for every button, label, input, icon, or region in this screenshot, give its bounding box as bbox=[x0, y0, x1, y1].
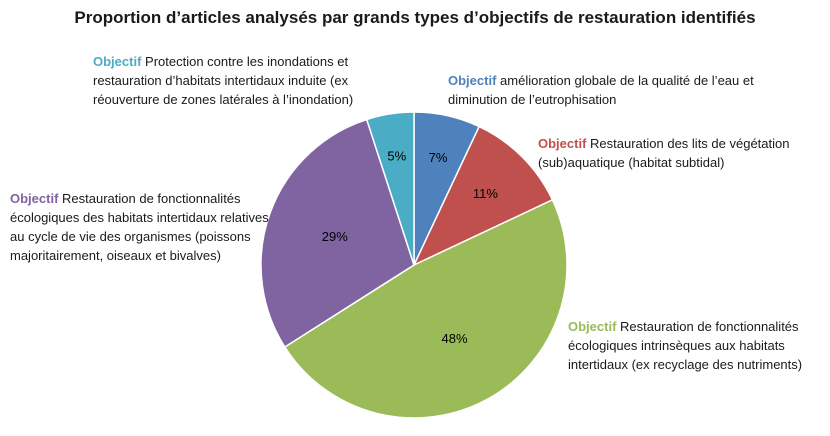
pie-label-protection: 5% bbox=[387, 149, 406, 164]
pie-slice-cycle bbox=[260, 118, 415, 349]
callout-vegetation: Objectif Restauration des lits de végéta… bbox=[538, 134, 830, 172]
callout-eau: Objectif amélioration globale de la qual… bbox=[448, 71, 808, 109]
pie-slice-protection bbox=[365, 111, 415, 266]
callout-vegetation-keyword: Objectif bbox=[538, 136, 587, 151]
callout-cycle-keyword: Objectif bbox=[10, 191, 59, 206]
pie-label-vegetation: 11% bbox=[473, 186, 498, 201]
callout-intrinseques-text: Restauration de fonctionnalités écologiq… bbox=[568, 319, 803, 372]
callout-eau-text: amélioration globale de la qualité de l’… bbox=[448, 73, 754, 107]
callout-intrinseques: Objectif Restauration de fonctionnalités… bbox=[568, 317, 823, 374]
callout-protection: Objectif Protection contre les inondatio… bbox=[93, 52, 413, 109]
callout-cycle-text: Restauration de fonctionnalités écologiq… bbox=[10, 191, 269, 263]
pie-label-cycle: 29% bbox=[322, 229, 348, 244]
callout-protection-text: Protection contre les inondations et res… bbox=[93, 54, 354, 107]
pie-label-eau: 7% bbox=[429, 150, 448, 165]
callout-intrinseques-keyword: Objectif bbox=[568, 319, 617, 334]
callout-eau-keyword: Objectif bbox=[448, 73, 497, 88]
callout-cycle: Objectif Restauration de fonctionnalités… bbox=[10, 189, 270, 265]
pie-slice-intrinseques bbox=[283, 198, 568, 419]
pie-slice-vegetation bbox=[412, 125, 554, 267]
pie-label-intrinseques: 48% bbox=[442, 331, 468, 346]
callout-protection-keyword: Objectif bbox=[93, 54, 142, 69]
chart-title: Proportion d’articles analysés par grand… bbox=[74, 8, 756, 27]
callout-vegetation-text: Restauration des lits de végétation (sub… bbox=[538, 136, 790, 170]
